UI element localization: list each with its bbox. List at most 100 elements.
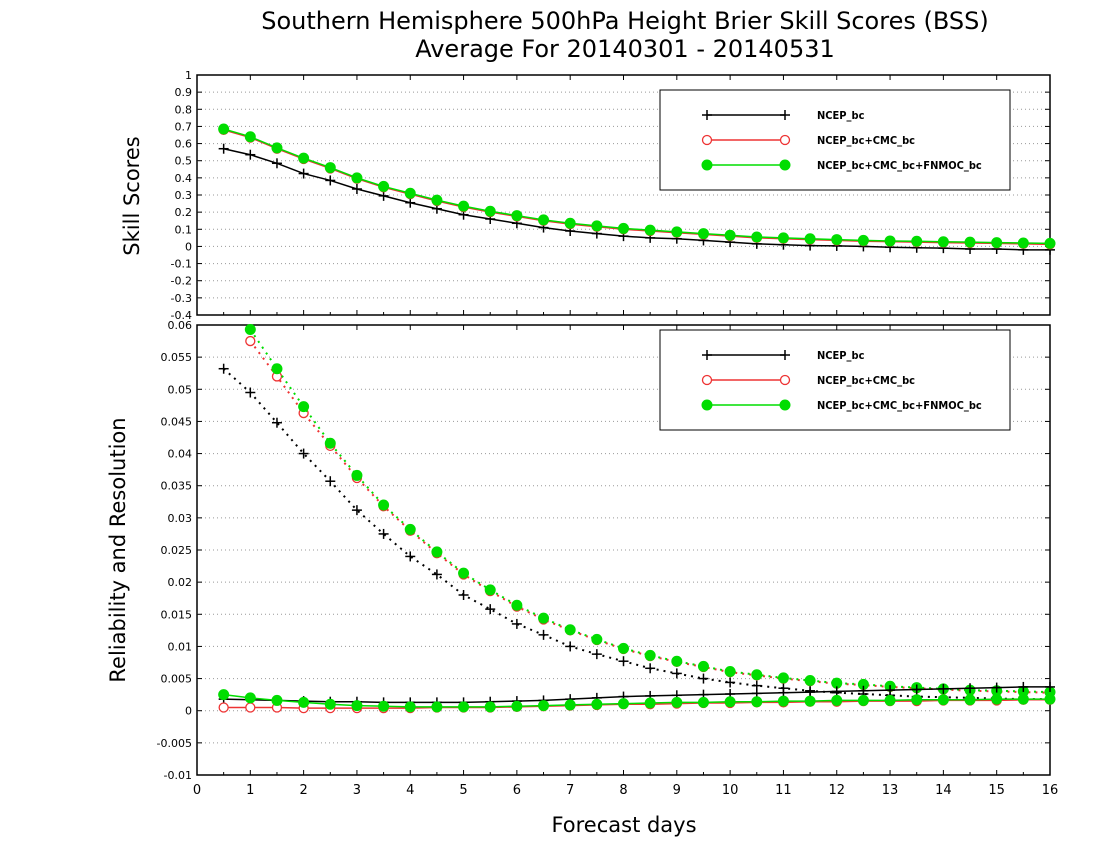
- data-point: [911, 694, 923, 706]
- data-point: [804, 675, 816, 686]
- legend-label: NCEP_bc: [817, 349, 865, 362]
- data-point: [724, 229, 736, 241]
- legend-marker: [701, 134, 713, 146]
- y-tick-label: 0.01: [168, 640, 193, 653]
- data-point: [591, 698, 603, 710]
- data-point: [565, 641, 576, 652]
- data-point: [458, 590, 469, 600]
- data-point: [1044, 237, 1056, 249]
- data-point: [218, 143, 229, 154]
- legend-item: NCEP_bc+CMC_bc+FNMOC_bc: [701, 159, 982, 172]
- x-tick-label: 11: [775, 783, 792, 798]
- legend-marker: [779, 134, 791, 146]
- y-tick-label: -0.4: [171, 309, 192, 322]
- data-point: [431, 701, 443, 713]
- data-point: [324, 698, 336, 710]
- data-point: [298, 696, 310, 708]
- data-point: [858, 685, 869, 696]
- x-tick-label: 4: [406, 783, 414, 798]
- data-point: [644, 697, 656, 709]
- y-tick-label: 0: [185, 240, 192, 253]
- data-point: [271, 158, 282, 169]
- legend-label: NCEP_bc+CMC_bc: [817, 134, 915, 147]
- y-tick-label: 0.8: [175, 103, 193, 116]
- legend-marker: [779, 399, 791, 411]
- data-point: [458, 567, 470, 579]
- data-point: [618, 222, 629, 234]
- x-tick-label: 1: [246, 783, 254, 798]
- data-point: [964, 694, 976, 706]
- data-point: [831, 686, 842, 697]
- reliability-resolution-panel: -0.01 -0.005 0 0.005 0.01 0.015 0.02 0.025 0.03 0…: [157, 319, 1059, 798]
- data-point: [271, 417, 282, 428]
- legend-marker: [780, 110, 790, 120]
- data-point: [777, 232, 789, 244]
- data-point: [244, 324, 256, 335]
- y-tick-label: 0.2: [175, 206, 193, 219]
- data-point: [618, 642, 629, 654]
- data-point: [351, 505, 362, 516]
- y-tick-label: 0.005: [161, 673, 193, 686]
- data-point: [671, 655, 683, 667]
- legend-label: NCEP_bc+CMC_bc+FNMOC_bc: [817, 159, 982, 172]
- x-tick-label: 15: [988, 783, 1005, 798]
- data-point: [218, 123, 230, 135]
- data-point: [965, 683, 976, 694]
- data-point: [1017, 693, 1029, 705]
- x-tick-label: 9: [673, 783, 681, 798]
- x-tick-label: 16: [1042, 783, 1059, 798]
- skill-scores-panel: -0.4 -0.3 -0.2 -0.1 0 0.1 0.2 0.3 0.4 0.5 0.6 0.7 0.…: [171, 69, 1056, 322]
- data-point: [884, 235, 896, 247]
- data-point: [724, 696, 736, 708]
- data-point: [618, 698, 629, 710]
- y-tick-label: 0.015: [161, 608, 193, 621]
- data-point: [405, 551, 416, 562]
- data-point: [857, 694, 869, 706]
- y-tick-label: 0.5: [175, 155, 193, 168]
- y-tick-label: -0.005: [157, 737, 192, 750]
- data-point: [404, 701, 416, 713]
- y-tick-label: -0.01: [164, 769, 192, 782]
- y-tick-label: 1: [185, 69, 192, 82]
- data-point: [245, 335, 256, 347]
- data-point: [431, 546, 443, 558]
- data-point: [484, 701, 496, 713]
- data-point: [511, 700, 523, 712]
- data-point: [591, 633, 603, 645]
- data-point: [218, 689, 230, 701]
- y-tick-label: -0.2: [171, 275, 192, 288]
- data-point: [404, 523, 416, 535]
- data-point: [378, 180, 390, 192]
- data-point: [884, 694, 896, 706]
- data-point: [245, 702, 256, 713]
- data-point: [911, 684, 922, 695]
- data-point: [298, 448, 309, 459]
- data-point: [511, 599, 523, 611]
- y-tick-label: 0.06: [168, 319, 193, 332]
- data-point: [378, 528, 389, 539]
- legend-marker: [701, 374, 713, 386]
- data-point: [244, 692, 256, 704]
- data-point: [244, 131, 256, 143]
- legend-marker: [780, 350, 790, 360]
- data-point: [431, 569, 442, 580]
- data-point: [271, 694, 283, 706]
- data-point: [697, 696, 709, 708]
- data-point: [911, 235, 923, 247]
- data-point: [938, 683, 949, 694]
- legend-label: NCEP_bc+CMC_bc+FNMOC_bc: [817, 399, 982, 412]
- data-point: [964, 236, 976, 248]
- legend-label: NCEP_bc: [817, 109, 865, 122]
- data-point: [1044, 693, 1056, 705]
- data-point: [671, 226, 683, 238]
- y-tick-label: 0: [185, 705, 192, 718]
- data-point: [805, 687, 816, 698]
- x-tick-label: 7: [566, 783, 574, 798]
- data-point: [271, 142, 283, 154]
- data-point: [671, 668, 682, 679]
- data-point: [618, 656, 629, 667]
- data-point: [325, 175, 336, 186]
- data-point: [697, 228, 709, 240]
- legend: NCEP_bc NCEP_bc+CMC_bc NCEP_bc+CMC_bc+FNMO…: [659, 89, 1011, 191]
- data-point: [405, 197, 416, 208]
